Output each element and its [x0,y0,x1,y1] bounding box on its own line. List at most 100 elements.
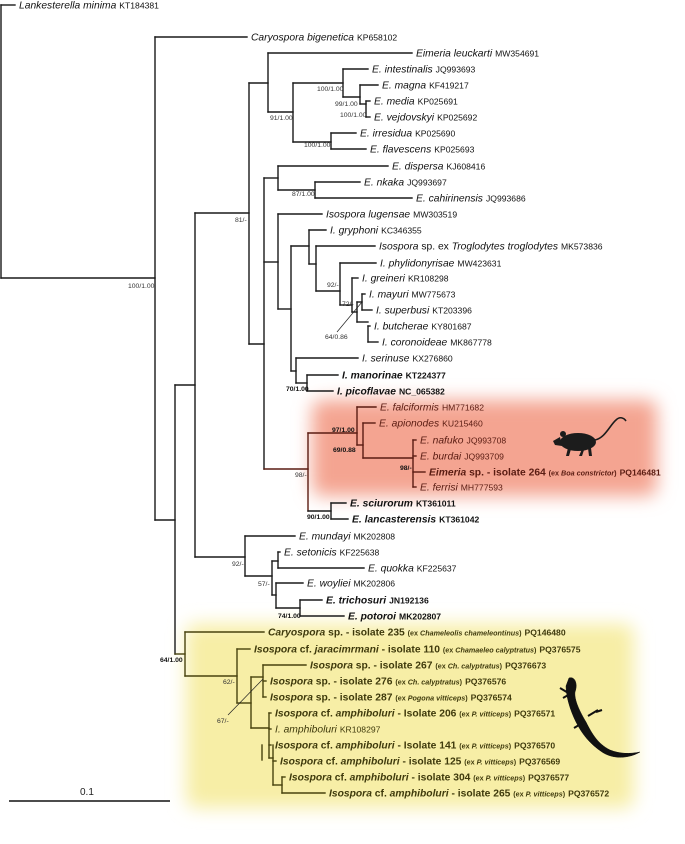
taxon-name-part: ) [509,742,512,751]
taxon-name-part: E. ferrisi [420,483,458,494]
leaf-label: Eimeria sp. - isolate 264 (ex Boa constr… [429,468,661,479]
taxon-name-part: sp. - isolate 267 [353,661,435,672]
accession-number: PQ376574 [471,693,512,703]
accession-number: PQ376673 [505,661,546,671]
leaf-label: E. sciurorum KT361011 [350,499,456,510]
leaf-label: I. coronoideae MK867778 [382,338,492,349]
taxon-name-part: E. setonicis [284,548,337,559]
support-value: 69/0.88 [333,447,356,454]
leaf-label: I. gryphoni KC346355 [330,226,422,237]
taxon-name-part: ) [465,694,468,703]
leaf-label: Isospora sp. ex Troglodytes troglodytes M… [379,242,603,253]
support-value: 57/- [258,581,270,588]
accession-number: PQ376576 [465,677,506,687]
taxon-name-part: ) [509,710,512,719]
taxon-name-part: I. picoflavae [337,387,396,398]
taxon-name-part: (ex [395,678,407,687]
taxon-name-part: (ex [549,469,561,478]
taxon-name-part: I. phylidonyrisae [380,259,455,270]
accession-number: MH777593 [461,483,503,493]
accession-number: JQ993697 [407,178,447,188]
taxon-name-part: - isolate 125 [400,757,465,768]
leaf-label: E. apionodes KU215460 [379,419,483,430]
accession-number: KT184381 [119,1,159,11]
taxon-name-part: E. media [374,97,415,108]
taxon-name-part: I. gryphoni [330,226,379,237]
taxon-name-part: (ex [473,774,485,783]
taxon-name-part: - isolate 304 [409,773,474,784]
accession-number: KP658102 [357,33,397,43]
leaf-label: Isospora cf. amphiboluri - isolate 125 (… [280,757,560,768]
taxon-name-part: (ex [435,662,447,671]
accession-number: KF419217 [429,81,469,91]
taxon-name-part: E. lancasterensis [352,515,436,526]
taxon-name-part: ) [534,646,537,655]
taxon-name-part: (ex [464,758,476,767]
taxon-name-part: amphiboluri [336,709,396,720]
taxon-name-part: Isospora [254,645,297,656]
taxon-name-part: Caryospora [268,628,325,639]
leaf-label: I. phylidonyrisae MW423631 [380,259,502,270]
taxon-name-part: Isospora [280,757,323,768]
taxon-name-part: I. butcherae [374,322,429,333]
leaf-label: Isospora cf. jaracimrmani - isolate 110 … [254,645,581,656]
taxon-name-part: - isolate 110 [379,645,443,656]
support-leader-line [336,301,363,333]
taxon-name-part: E. vejdovskyi [374,113,435,124]
taxon-name-part: E. sciurorum [350,499,413,510]
taxon-name-part: ) [500,662,503,671]
leaf-label: Isospora cf. amphiboluri - isolate 304 (… [289,773,569,784]
accession-number: MK202806 [354,579,396,589]
accession-number: MK202808 [354,532,396,542]
taxon-name-part: ) [519,629,522,638]
accession-number: KT361011 [416,499,456,509]
taxon-name-part: Lankesterella minima [19,1,117,12]
leaf-label: Isospora cf. amphiboluri - isolate 265 (… [329,789,609,800]
leaf-label: E. cahirinensis JQ993686 [416,194,526,205]
taxon-name-part: I. mayuri [369,290,409,301]
lizard-silhouette-icon [559,677,641,758]
taxon-name-part: amphiboluri [390,789,450,800]
leaf-label: E. intestinalis JQ993693 [372,65,476,76]
taxon-name-part: jaracimrmani [313,645,380,656]
taxon-name-part: I. amphiboluri [275,725,338,736]
taxon-name-part: cf. [323,757,341,768]
taxon-name-part: Caryospora bigenetica [251,33,354,44]
taxon-name-part: Eimeria [429,468,466,479]
leaf-label: E. media KP025691 [374,97,458,108]
scale-bar-label: 0.1 [80,787,94,798]
leaf-label: I. greineri KR108298 [362,274,449,285]
support-value: 100/1.00 [340,112,367,119]
taxon-name-part: Pogona vitticeps [408,694,466,703]
taxon-name-part: Isospora [379,242,419,253]
taxon-name-part: sp. - isolate 287 [313,693,395,704]
branches [0,4,426,794]
taxon-name-part: Isospora [270,693,313,704]
accession-number: KP025691 [418,97,458,107]
taxon-name-part: Chamaeleo calyptratus [455,646,534,655]
support-value: 74/1.00 [278,613,301,620]
taxon-name-part: ) [460,678,463,687]
support-value: 90/1.00 [307,514,330,521]
taxon-name-part: I. greineri [362,274,406,285]
accession-number: KT361042 [439,515,479,525]
support-value: 91/1.00 [270,115,293,122]
leaf-label: E. setonicis KF225638 [284,548,380,559]
taxon-name-part: Isospora [329,789,372,800]
accession-number: KR108298 [408,274,449,284]
leaf-label: Isospora cf. amphiboluri - Isolate 206 (… [275,709,555,720]
taxon-name-part: I. superbusi [376,306,430,317]
accession-number: NC_065382 [399,387,445,397]
accession-number: MW354691 [495,49,539,59]
accession-number: PQ146481 [620,468,661,478]
support-value: 100/1.00 [304,142,331,149]
taxon-name-part: I. serinuse [362,354,410,365]
taxon-name-part: P. vitticeps [472,742,509,751]
taxon-name-part: Isospora [275,741,318,752]
leaf-label: E. flavescens KP025693 [370,145,475,156]
leaf-label: E. mundayi MK202808 [299,532,395,543]
leaf-label: E. nkaka JQ993697 [364,178,447,189]
accession-number: PQ376571 [514,709,555,719]
taxon-name-part: E. nafuko [420,436,464,447]
